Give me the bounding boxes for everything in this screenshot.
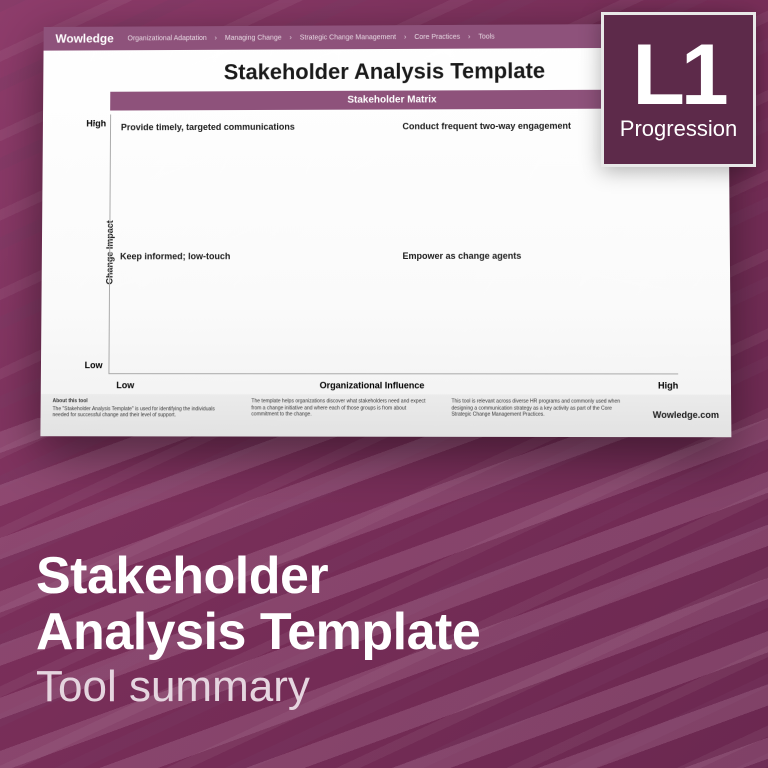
y-axis-low: Low	[85, 360, 103, 370]
progression-badge: L1 Progression	[601, 12, 756, 167]
x-axis-label: Organizational Influence	[320, 380, 425, 390]
badge-label: Progression	[620, 116, 737, 142]
footer-logo: Wowledge.com	[653, 410, 719, 422]
badge-code: L1	[632, 37, 724, 114]
matrix-grid: Provide timely, targeted communications …	[108, 112, 678, 374]
footer-col-3-body: This tool is relevant across diverse HR …	[451, 398, 620, 417]
breadcrumb-item: Strategic Change Management	[300, 34, 396, 41]
card-logo: Wowledge	[55, 32, 113, 46]
quadrant-top-left: Provide timely, targeted communications	[110, 113, 392, 243]
footer-col-1: About this tool The "Stakeholder Analysi…	[52, 398, 231, 419]
x-axis-high: High	[658, 380, 678, 390]
matrix-header: Stakeholder Matrix	[110, 89, 676, 110]
matrix: Change Impact High Low Provide timely, t…	[69, 108, 679, 394]
title-block: Stakeholder Analysis Template Tool summa…	[36, 548, 480, 712]
footer-col-2-body: The template helps organizations discove…	[251, 398, 425, 417]
x-axis-low: Low	[116, 380, 134, 390]
card-footer: About this tool The "Stakeholder Analysi…	[40, 394, 731, 437]
footer-col-1-body: The "Stakeholder Analysis Template" is u…	[52, 406, 214, 419]
breadcrumb-item: Managing Change	[225, 34, 282, 41]
footer-col-2: The template helps organizations discove…	[251, 398, 431, 418]
title-line-2: Analysis Template	[36, 604, 480, 660]
breadcrumb-item: Organizational Adaptation	[127, 35, 206, 42]
footer-col-3: This tool is relevant across diverse HR …	[451, 398, 632, 418]
title-line-1: Stakeholder	[36, 548, 480, 604]
breadcrumb: Organizational Adaptation› Managing Chan…	[127, 33, 494, 42]
quadrant-bottom-right: Empower as change agents	[392, 243, 678, 374]
breadcrumb-item: Tools	[478, 33, 494, 40]
y-axis-high: High	[86, 118, 106, 128]
quadrant-bottom-left: Keep informed; low-touch	[109, 243, 392, 373]
title-subtitle: Tool summary	[36, 662, 480, 712]
footer-col-1-title: About this tool	[53, 398, 232, 405]
breadcrumb-item: Core Practices	[414, 33, 460, 40]
